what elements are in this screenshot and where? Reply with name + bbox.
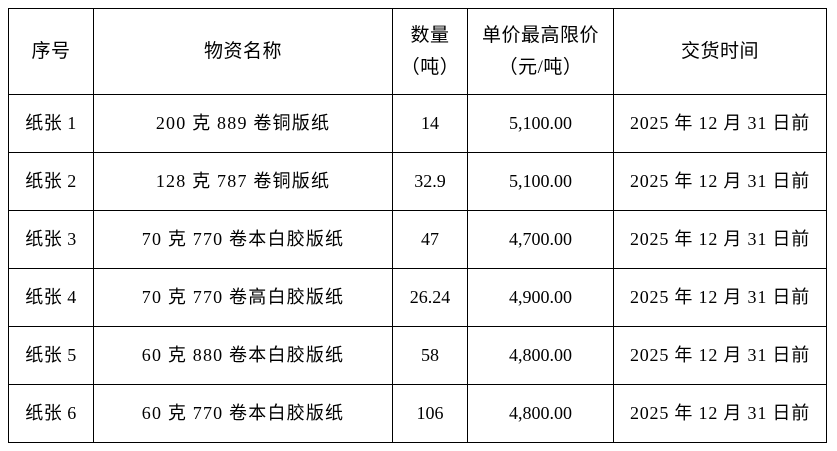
cell-material-name: 128 克 787 卷铜版纸: [93, 152, 393, 211]
cell-material-name: 200 克 889 卷铜版纸: [93, 94, 393, 153]
cell-quantity: 47: [392, 210, 468, 269]
column-header-name-line1: 物资名称: [203, 40, 282, 62]
cell-index: 纸张 5: [8, 326, 94, 385]
materials-table: 序号 物资名称 数量 （吨） 单价最高限价 （元/吨） 交货时间: [8, 8, 827, 443]
column-header-quantity-line1: 数量: [410, 24, 450, 46]
cell-quantity: 14: [392, 94, 468, 153]
table-header-row: 序号 物资名称 数量 （吨） 单价最高限价 （元/吨） 交货时间: [8, 8, 827, 95]
cell-unit-price-cap: 5,100.00: [467, 94, 614, 153]
column-header-delivery-time-line1: 交货时间: [680, 40, 759, 62]
cell-delivery-time: 2025 年 12 月 31 日前: [613, 210, 827, 269]
cell-material-name: 70 克 770 卷高白胶版纸: [93, 268, 393, 327]
cell-index: 纸张 2: [8, 152, 94, 211]
cell-quantity: 26.24: [392, 268, 468, 327]
column-header-quantity-line2: （吨）: [400, 56, 460, 78]
cell-unit-price-cap: 4,900.00: [467, 268, 614, 327]
column-header-unit-price-cap-line2: （元/吨）: [498, 56, 583, 78]
table-row: 纸张 2 128 克 787 卷铜版纸 32.9 5,100.00 2025 年…: [8, 152, 827, 211]
cell-delivery-time: 2025 年 12 月 31 日前: [613, 326, 827, 385]
cell-delivery-time: 2025 年 12 月 31 日前: [613, 152, 827, 211]
cell-material-name: 60 克 880 卷本白胶版纸: [93, 326, 393, 385]
column-header-delivery-time: 交货时间: [613, 8, 827, 95]
cell-quantity: 32.9: [392, 152, 468, 211]
cell-unit-price-cap: 4,800.00: [467, 384, 614, 443]
column-header-unit-price-cap-line1: 单价最高限价: [481, 24, 599, 46]
table-header: 序号 物资名称 数量 （吨） 单价最高限价 （元/吨） 交货时间: [8, 8, 827, 95]
cell-unit-price-cap: 4,800.00: [467, 326, 614, 385]
cell-index: 纸张 6: [8, 384, 94, 443]
table-row: 纸张 1 200 克 889 卷铜版纸 14 5,100.00 2025 年 1…: [8, 94, 827, 153]
cell-unit-price-cap: 5,100.00: [467, 152, 614, 211]
column-header-index: 序号: [8, 8, 94, 95]
cell-unit-price-cap: 4,700.00: [467, 210, 614, 269]
cell-delivery-time: 2025 年 12 月 31 日前: [613, 268, 827, 327]
column-header-quantity: 数量 （吨）: [392, 8, 468, 95]
cell-index: 纸张 1: [8, 94, 94, 153]
cell-delivery-time: 2025 年 12 月 31 日前: [613, 94, 827, 153]
cell-quantity: 58: [392, 326, 468, 385]
cell-delivery-time: 2025 年 12 月 31 日前: [613, 384, 827, 443]
cell-material-name: 60 克 770 卷本白胶版纸: [93, 384, 393, 443]
cell-index: 纸张 4: [8, 268, 94, 327]
column-header-index-line1: 序号: [31, 40, 71, 62]
column-header-name: 物资名称: [93, 8, 393, 95]
cell-material-name: 70 克 770 卷本白胶版纸: [93, 210, 393, 269]
table-row: 纸张 6 60 克 770 卷本白胶版纸 106 4,800.00 2025 年…: [8, 384, 827, 443]
cell-quantity: 106: [392, 384, 468, 443]
table-row: 纸张 5 60 克 880 卷本白胶版纸 58 4,800.00 2025 年 …: [8, 326, 827, 385]
table-row: 纸张 4 70 克 770 卷高白胶版纸 26.24 4,900.00 2025…: [8, 268, 827, 327]
table-row: 纸张 3 70 克 770 卷本白胶版纸 47 4,700.00 2025 年 …: [8, 210, 827, 269]
column-header-unit-price-cap: 单价最高限价 （元/吨）: [467, 8, 614, 95]
table-body: 纸张 1 200 克 889 卷铜版纸 14 5,100.00 2025 年 1…: [8, 94, 827, 443]
cell-index: 纸张 3: [8, 210, 94, 269]
